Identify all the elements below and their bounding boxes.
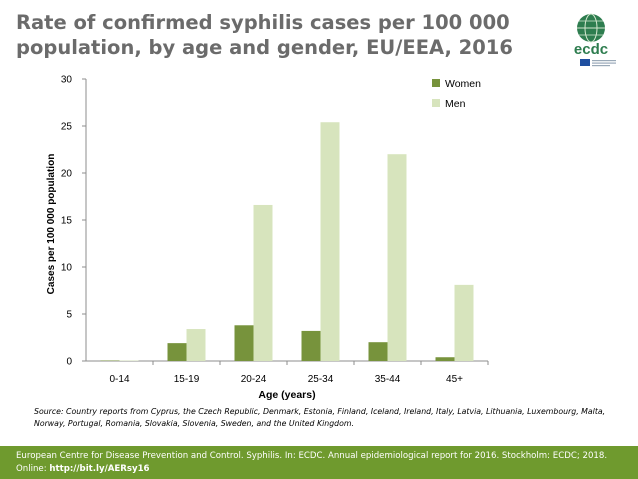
- y-tick-label: 5: [66, 310, 72, 321]
- y-tick-label: 25: [61, 122, 73, 133]
- x-tick-label: 25-34: [308, 374, 334, 385]
- y-axis-label: Cases per 100 000 population: [46, 154, 57, 295]
- source-note: Source: Country reports from Cyprus, the…: [34, 407, 606, 428]
- y-tick-label: 10: [61, 263, 73, 274]
- bar-women-35-44: [368, 342, 388, 361]
- footer-citation: European Centre for Disease Prevention a…: [16, 451, 608, 474]
- x-tick-label: 35-44: [375, 374, 401, 385]
- bar-men-20-24: [253, 204, 273, 361]
- bar-men-45+: [454, 284, 474, 361]
- bar-women-25-34: [301, 330, 321, 361]
- bar-men-15-19: [186, 329, 206, 361]
- legend-label-women: Women: [445, 78, 481, 90]
- logo-text: ecdc: [574, 41, 608, 58]
- y-tick-label: 20: [61, 169, 73, 180]
- bar-women-15-19: [167, 343, 187, 361]
- bar-men-35-44: [387, 154, 407, 361]
- legend-swatch-men: [432, 99, 440, 107]
- page-title: Rate of confirmed syphilis cases per 100…: [16, 11, 513, 59]
- x-tick-label: 15-19: [174, 374, 200, 385]
- ecdc-logo: ecdc: [574, 13, 616, 67]
- y-tick-label: 30: [61, 75, 73, 86]
- bar-women-45+: [435, 357, 455, 361]
- chart-svg: 0 5 10 15 20 25 30 0-14 15-19 20-24 25-34 35-44 45+ A…: [46, 75, 489, 401]
- bar-men-25-34: [320, 122, 340, 362]
- x-tick-label: 0-14: [109, 374, 129, 385]
- footer-link[interactable]: http://bit.ly/AERsy16: [49, 464, 150, 474]
- bar-chart: 0 5 10 15 20 25 30 0-14 15-19 20-24 25-34 35-44 45+ A…: [46, 75, 489, 401]
- eu-flag-icon: [580, 59, 590, 66]
- x-axis-label: Age (years): [258, 389, 315, 401]
- x-tick-label: 45+: [446, 374, 463, 385]
- y-tick-label: 0: [66, 357, 72, 368]
- legend-swatch-women: [432, 79, 440, 87]
- footer: European Centre for Disease Prevention a…: [0, 446, 638, 479]
- legend-label-men: Men: [445, 98, 466, 110]
- bar-women-20-24: [234, 325, 254, 361]
- x-tick-label: 20-24: [241, 374, 267, 385]
- y-tick-label: 15: [61, 216, 73, 227]
